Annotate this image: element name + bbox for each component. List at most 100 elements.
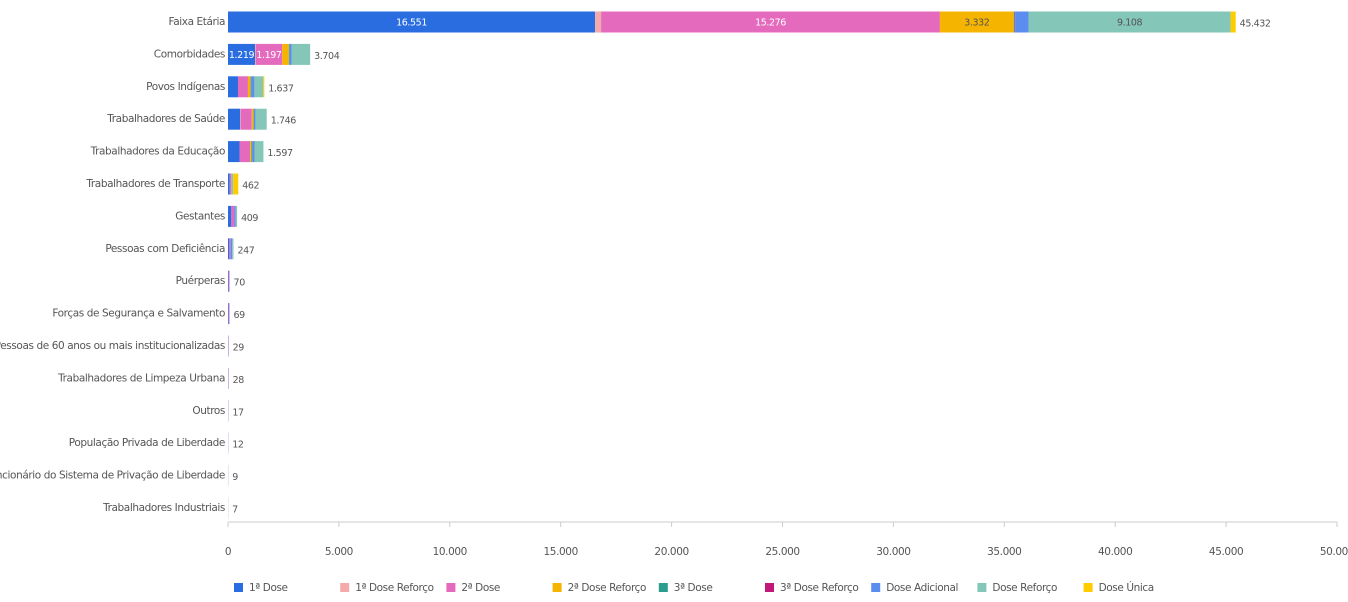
total-label: 70 [234,278,246,289]
total-label: 247 [237,245,254,256]
legend-swatch [871,583,880,592]
segment-label: 3.332 [964,18,990,29]
bar-segment [230,174,232,195]
bar-segment [1015,12,1016,33]
bar-segment [289,44,291,65]
y-tick-label: Povos Indígenas [146,81,225,93]
legend-swatch [977,583,986,592]
y-tick-label: Pessoas de 60 anos ou mais institucional… [0,340,225,352]
x-tick-label: 45.000 [1209,546,1243,558]
bar-segment [263,76,264,97]
legend-swatch [340,583,349,592]
total-label: 409 [241,213,258,224]
legend-swatch [553,583,562,592]
bar-segment [234,206,235,227]
bar-segment [228,76,238,97]
y-tick-label: Trabalhadores Industriais [102,502,225,514]
legend-label: Dose Reforço [992,582,1057,594]
total-label: 45.432 [1240,19,1271,30]
total-label: 29 [233,343,245,354]
y-tick-label: Comorbidades [154,48,225,60]
bar-segment [250,141,251,162]
y-tick-label: Trabalhadores da Educação [90,146,225,158]
bar-segment [241,109,252,130]
y-tick-label: Gestantes [175,210,225,222]
total-label: 69 [234,310,246,321]
legend-label: 2ª Dose Reforço [568,582,646,594]
bar-segment [252,141,254,162]
x-tick-label: 50.000 [1320,546,1348,558]
y-tick-label: Pessoas com Deficiência [105,243,225,255]
bar-segment [254,109,256,130]
x-tick-label: 10.000 [433,546,467,558]
total-label: 17 [232,407,244,418]
x-tick-label: 0 [225,546,231,558]
legend-swatch [1084,583,1093,592]
total-label: 462 [242,181,259,192]
bar-segment [231,174,233,195]
bar-segment [240,141,251,162]
bar-segment [231,206,234,227]
x-tick-label: 20.000 [654,546,688,558]
segment-label: 15.276 [755,18,786,29]
total-label: 9 [232,472,238,483]
x-tick-label: 35.000 [987,546,1021,558]
x-tick-label: 5.000 [325,546,353,558]
bar-segment [233,174,238,195]
legend-label: 2ª Dose [461,582,500,594]
legend-label: 1ª Dose [249,582,288,594]
bar-segment [229,271,230,292]
bar-segment [228,141,240,162]
x-tick-label: 25.000 [765,546,799,558]
bar-segment [238,76,248,97]
x-tick-label: 30.000 [876,546,910,558]
bar-segment [228,206,231,227]
bar-segment [231,238,233,259]
bar-segment [228,174,230,195]
legend-swatch [765,583,774,592]
bar-segment [229,303,230,324]
legend-label: 3ª Dose [674,582,713,594]
bar-segment [229,238,230,259]
bar-segment [228,109,240,130]
y-tick-label: Faixa Etária [169,16,225,28]
total-label: 3.704 [314,51,340,62]
legend-label: Dose Única [1099,581,1154,594]
legend-swatch [659,583,668,592]
bar-segment [255,141,264,162]
legend-label: 3ª Dose Reforço [780,582,858,594]
bar-segment [252,141,253,162]
bar-segment [292,44,311,65]
legend-label: Dose Adicional [886,582,958,594]
bar-segment [236,206,237,227]
total-label: 1.597 [267,148,293,159]
bar-segment [248,76,251,97]
bar-segment [282,44,289,65]
y-tick-label: População Privada de Liberdade [69,437,225,449]
total-label: 28 [233,375,245,386]
segment-label: 9.108 [1117,18,1143,29]
bar-segment [595,12,601,33]
x-tick-label: 40.000 [1098,546,1132,558]
bar-segment [252,109,254,130]
bar-segment [1231,12,1236,33]
total-label: 1.637 [268,83,294,94]
bar-segment [228,303,229,324]
y-tick-label: Trabalhadores de Saúde [106,113,225,125]
bar-segment [232,238,233,259]
x-tick-label: 15.000 [544,546,578,558]
y-tick-label: Funcionário do Sistema de Privação de Li… [0,470,225,482]
bar-segment [228,271,229,292]
y-tick-label: Trabalhadores de Limpeza Urbana [57,372,225,384]
total-label: 1.746 [271,116,297,127]
bar-segment [251,76,254,97]
legend-label: 1ª Dose Reforço [355,582,433,594]
total-label: 7 [232,505,238,516]
legend-swatch [446,583,455,592]
bar-segment [256,109,267,130]
legend-swatch [234,583,243,592]
segment-label: 1.197 [256,50,282,61]
segment-label: 1.219 [229,50,255,61]
segment-label: 16.551 [396,18,427,29]
